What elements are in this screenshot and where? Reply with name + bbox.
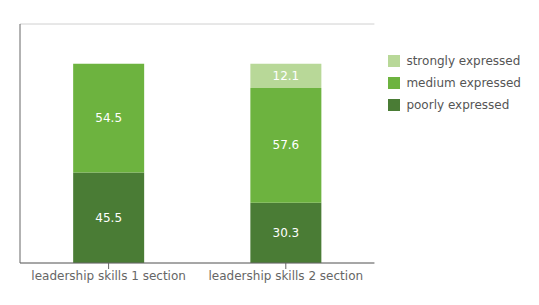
html-text:strongly expressed: strongly expressed	[406, 54, 521, 68]
svg-text:leadership skills 2 section: leadership skills 2 section	[209, 269, 364, 283]
html-text:poorly expressed: poorly expressed	[406, 98, 510, 112]
svg-text:57.6: 57.6	[273, 138, 300, 152]
html-text:medium expressed: medium expressed	[406, 76, 521, 90]
svg-text:45.5: 45.5	[95, 211, 122, 225]
svg-text:12.1: 12.1	[273, 69, 300, 83]
svg-text:54.5: 54.5	[95, 111, 122, 125]
svg-text:leadership skills 1 section: leadership skills 1 section	[31, 269, 186, 283]
svg-text:30.3: 30.3	[273, 226, 300, 240]
